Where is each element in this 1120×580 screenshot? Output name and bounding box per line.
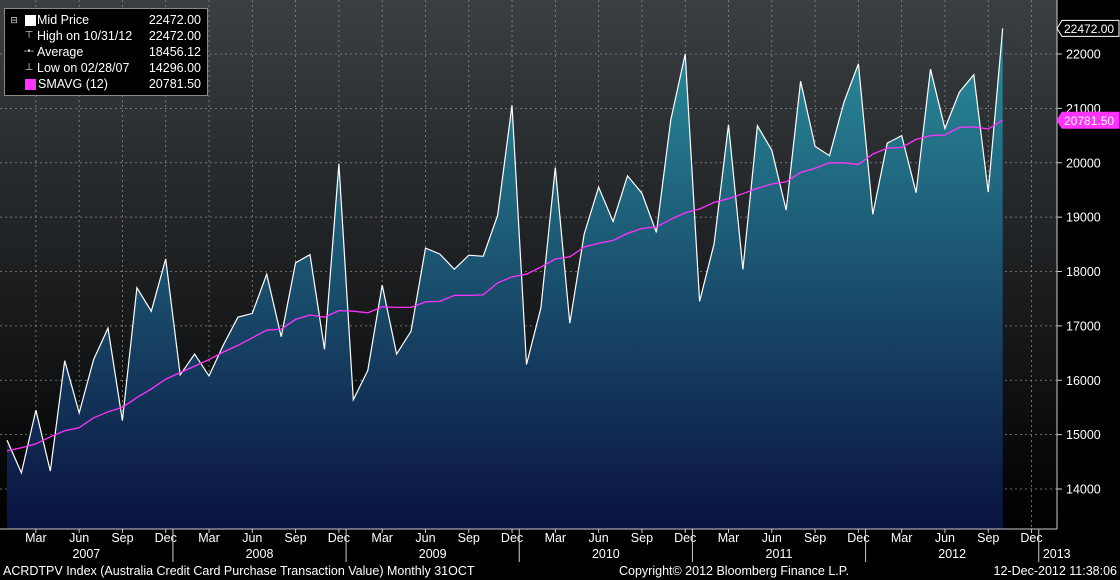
y-tick-label: 18000 — [1066, 265, 1101, 279]
axis-layer: 1400015000160001700018000190002000021000… — [0, 0, 1120, 562]
legend-value: 22472.00 — [148, 13, 201, 27]
legend-row-low: ⊥ Low on 02/28/07 14296.00 — [5, 60, 207, 76]
x-tick-label: Jun — [762, 531, 782, 545]
x-tick-label: Mar — [25, 531, 47, 545]
x-tick-label: Mar — [545, 531, 567, 545]
x-tick-label: Jun — [242, 531, 262, 545]
low-marker-icon: ⊥ — [24, 62, 34, 73]
x-tick-label: Jun — [589, 531, 609, 545]
x-tick-label: Jun — [935, 531, 955, 545]
footer-copyright: Copyright© 2012 Bloomberg Finance L.P. — [619, 564, 849, 578]
last-value-label-smavg: 20781.50 — [1056, 111, 1120, 129]
x-tick-label: Jun — [415, 531, 435, 545]
y-tick-label: 14000 — [1066, 483, 1101, 497]
x-tick-label: Dec — [1020, 531, 1042, 545]
y-tick-label: 20000 — [1066, 156, 1101, 170]
x-tick-label: Dec — [847, 531, 869, 545]
x-year-label: 2011 — [766, 547, 793, 561]
footer-security-description: ACRDTPV Index (Australia Credit Card Pur… — [3, 564, 475, 578]
x-year-label: 2009 — [419, 547, 447, 561]
y-tick-label: 19000 — [1066, 211, 1101, 225]
average-line-icon: -•- — [23, 46, 35, 57]
legend: ⊟ Mid Price 22472.00 ⊤ High on 10/31/12 … — [4, 8, 208, 96]
legend-value: 22472.00 — [148, 29, 201, 43]
x-tick-label: Mar — [198, 531, 220, 545]
x-tick-label: Dec — [501, 531, 523, 545]
x-year-label: 2010 — [592, 547, 620, 561]
y-tick-label: 17000 — [1066, 319, 1101, 333]
footer-timestamp: 12-Dec-2012 11:38:06 — [993, 564, 1117, 578]
series-line-mid-price — [6, 28, 1004, 475]
x-tick-label: Sep — [631, 531, 653, 545]
x-tick-label: Mar — [371, 531, 393, 545]
legend-row-average: -•- Average 18456.12 — [5, 44, 207, 60]
legend-value: 14296.00 — [148, 61, 201, 75]
value-tag-shape — [1056, 19, 1120, 37]
value-tag-text: 22472.00 — [1064, 22, 1114, 36]
y-tick-label: 15000 — [1066, 428, 1101, 442]
legend-label: SMAVG (12) — [38, 77, 108, 91]
y-tick-label: 16000 — [1066, 374, 1101, 388]
x-tick-label: Jun — [69, 531, 89, 545]
legend-label: Average — [37, 45, 84, 59]
y-tick-label: 22000 — [1066, 48, 1101, 62]
expand-icon[interactable]: ⊟ — [10, 15, 18, 25]
legend-value: 18456.12 — [148, 45, 201, 59]
value-tag-shape — [1056, 111, 1120, 129]
legend-value: 20781.50 — [148, 77, 201, 91]
x-year-label: 2012 — [938, 547, 966, 561]
x-tick-label: Sep — [111, 531, 133, 545]
legend-label: Mid Price — [37, 13, 90, 27]
square-icon — [25, 79, 36, 90]
high-marker-icon: ⊤ — [24, 30, 34, 41]
x-tick-label: Mar — [718, 531, 740, 545]
x-tick-label: Mar — [891, 531, 913, 545]
x-tick-label: Sep — [977, 531, 999, 545]
legend-row-high: ⊤ High on 10/31/12 22472.00 — [5, 28, 207, 44]
x-year-label: 2008 — [246, 547, 274, 561]
price-area — [7, 28, 1003, 530]
x-year-label: 2013 — [1043, 547, 1071, 561]
x-tick-label: Dec — [155, 531, 177, 545]
x-tick-label: Dec — [328, 531, 350, 545]
legend-row-mid-price: ⊟ Mid Price 22472.00 — [5, 12, 207, 28]
square-icon — [25, 15, 36, 26]
last-value-label-mid-price: 22472.00 — [1056, 19, 1120, 37]
x-year-label: 2007 — [72, 547, 100, 561]
legend-row-smavg: SMAVG (12) 20781.50 — [5, 76, 207, 92]
x-tick-label: Sep — [284, 531, 306, 545]
value-tag-text: 20781.50 — [1064, 114, 1114, 128]
series-line-smavg — [6, 119, 1004, 452]
x-tick-label: Dec — [674, 531, 696, 545]
x-tick-label: Sep — [458, 531, 480, 545]
x-tick-label: Sep — [804, 531, 826, 545]
legend-label: High on 10/31/12 — [37, 29, 133, 43]
legend-label: Low on 02/28/07 — [37, 61, 130, 75]
